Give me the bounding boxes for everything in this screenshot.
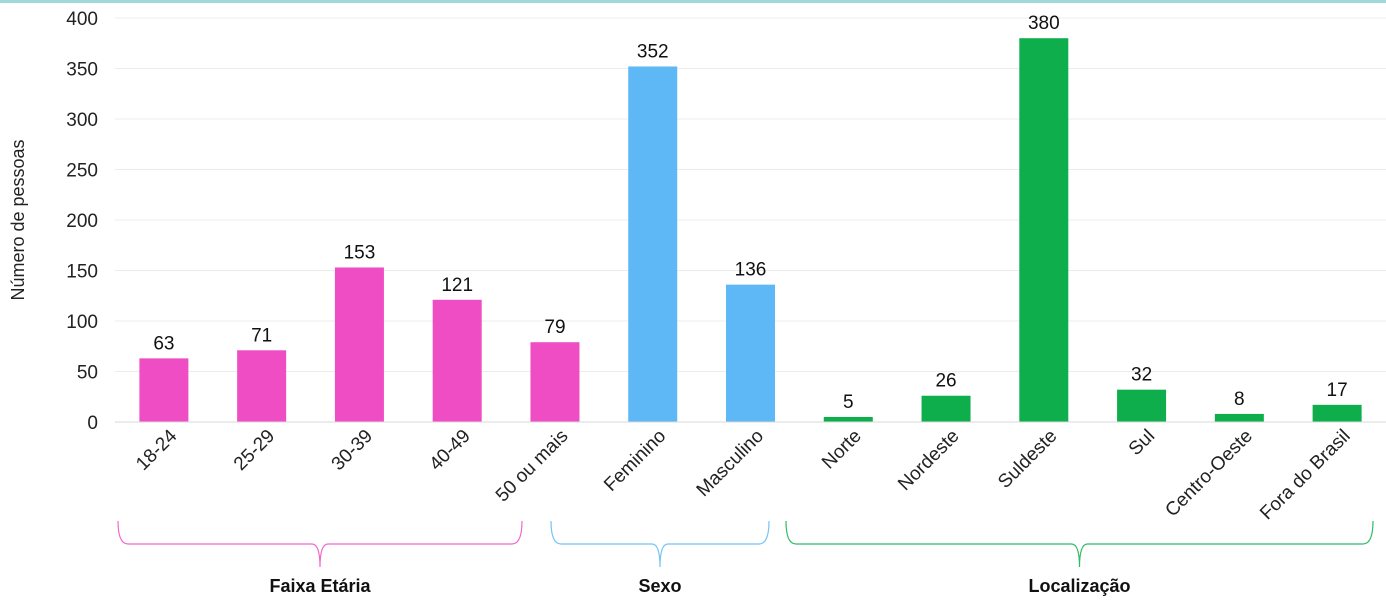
value-label: 63: [153, 333, 174, 354]
group-bracket: [550, 520, 770, 568]
y-tick-label: 250: [66, 161, 98, 182]
value-label: 121: [441, 275, 473, 296]
group-brackets: Faixa Etária Sexo Localização: [117, 520, 1374, 596]
x-tick-label: Sul: [1125, 426, 1159, 460]
top-border: [0, 0, 1386, 3]
bars: [139, 38, 1362, 422]
y-tick-label: 50: [77, 363, 98, 384]
value-label: 8: [1234, 389, 1245, 410]
grid-lines: [115, 17, 1386, 372]
value-labels: 63 71 153 121 79 352 136 5 26 380 32 8 17: [153, 13, 1347, 413]
y-tick-label: 100: [66, 312, 98, 333]
bar: [1214, 413, 1264, 422]
y-tick-label: 0: [87, 413, 98, 434]
x-tick-label: 25-29: [230, 426, 279, 475]
x-tick-label: Feminino: [600, 426, 670, 496]
x-tick-label: Masculino: [693, 426, 768, 501]
value-label: 71: [251, 325, 272, 346]
y-tick-label: 300: [66, 110, 98, 131]
value-label: 380: [1028, 13, 1060, 34]
value-label: 26: [935, 371, 956, 392]
value-label: 17: [1327, 380, 1348, 401]
bar: [823, 416, 873, 422]
x-tick-label: 50 ou mais: [492, 426, 573, 507]
value-label: 79: [544, 317, 565, 338]
group-label: Localização: [1028, 576, 1130, 596]
value-label: 153: [344, 242, 376, 263]
value-label: 136: [735, 260, 767, 281]
bar: [1312, 404, 1362, 422]
y-axis-ticks: 0 50 100 150 200 250 300 350 400: [66, 9, 98, 434]
bar: [237, 350, 287, 422]
x-tick-label: Centro-Oeste: [1161, 426, 1256, 521]
x-tick-label: 18-24: [132, 425, 182, 475]
bar: [334, 267, 384, 422]
x-axis-ticks: 18-24 25-29 30-39 40-49 50 ou mais Feminino Ma…: [132, 425, 1354, 524]
bar: [1117, 389, 1167, 422]
x-tick-label: Fora do Brasil: [1256, 426, 1354, 524]
bar: [921, 395, 971, 422]
bar: [628, 66, 678, 422]
value-label: 5: [843, 392, 854, 413]
bar: [432, 299, 482, 422]
y-axis-label: Número de pessoas: [8, 139, 28, 300]
x-tick-label: Norte: [818, 426, 866, 474]
x-tick-label: Suldeste: [994, 426, 1061, 493]
group-label: Faixa Etária: [269, 576, 371, 596]
bar: [726, 284, 775, 422]
group-bracket: [785, 520, 1374, 568]
value-label: 352: [637, 41, 669, 62]
bar: [139, 358, 189, 422]
y-tick-label: 150: [66, 262, 98, 283]
group-label: Sexo: [638, 576, 681, 596]
bar: [530, 342, 580, 422]
y-tick-label: 350: [66, 60, 98, 81]
x-tick-label: 40-49: [426, 426, 475, 475]
group-bracket: [117, 520, 523, 568]
x-tick-label: 30-39: [328, 426, 377, 475]
value-label: 32: [1131, 365, 1152, 386]
bar: [1019, 38, 1069, 422]
y-tick-label: 400: [66, 9, 98, 30]
y-tick-label: 200: [66, 211, 98, 232]
x-tick-label: Nordeste: [894, 426, 963, 495]
